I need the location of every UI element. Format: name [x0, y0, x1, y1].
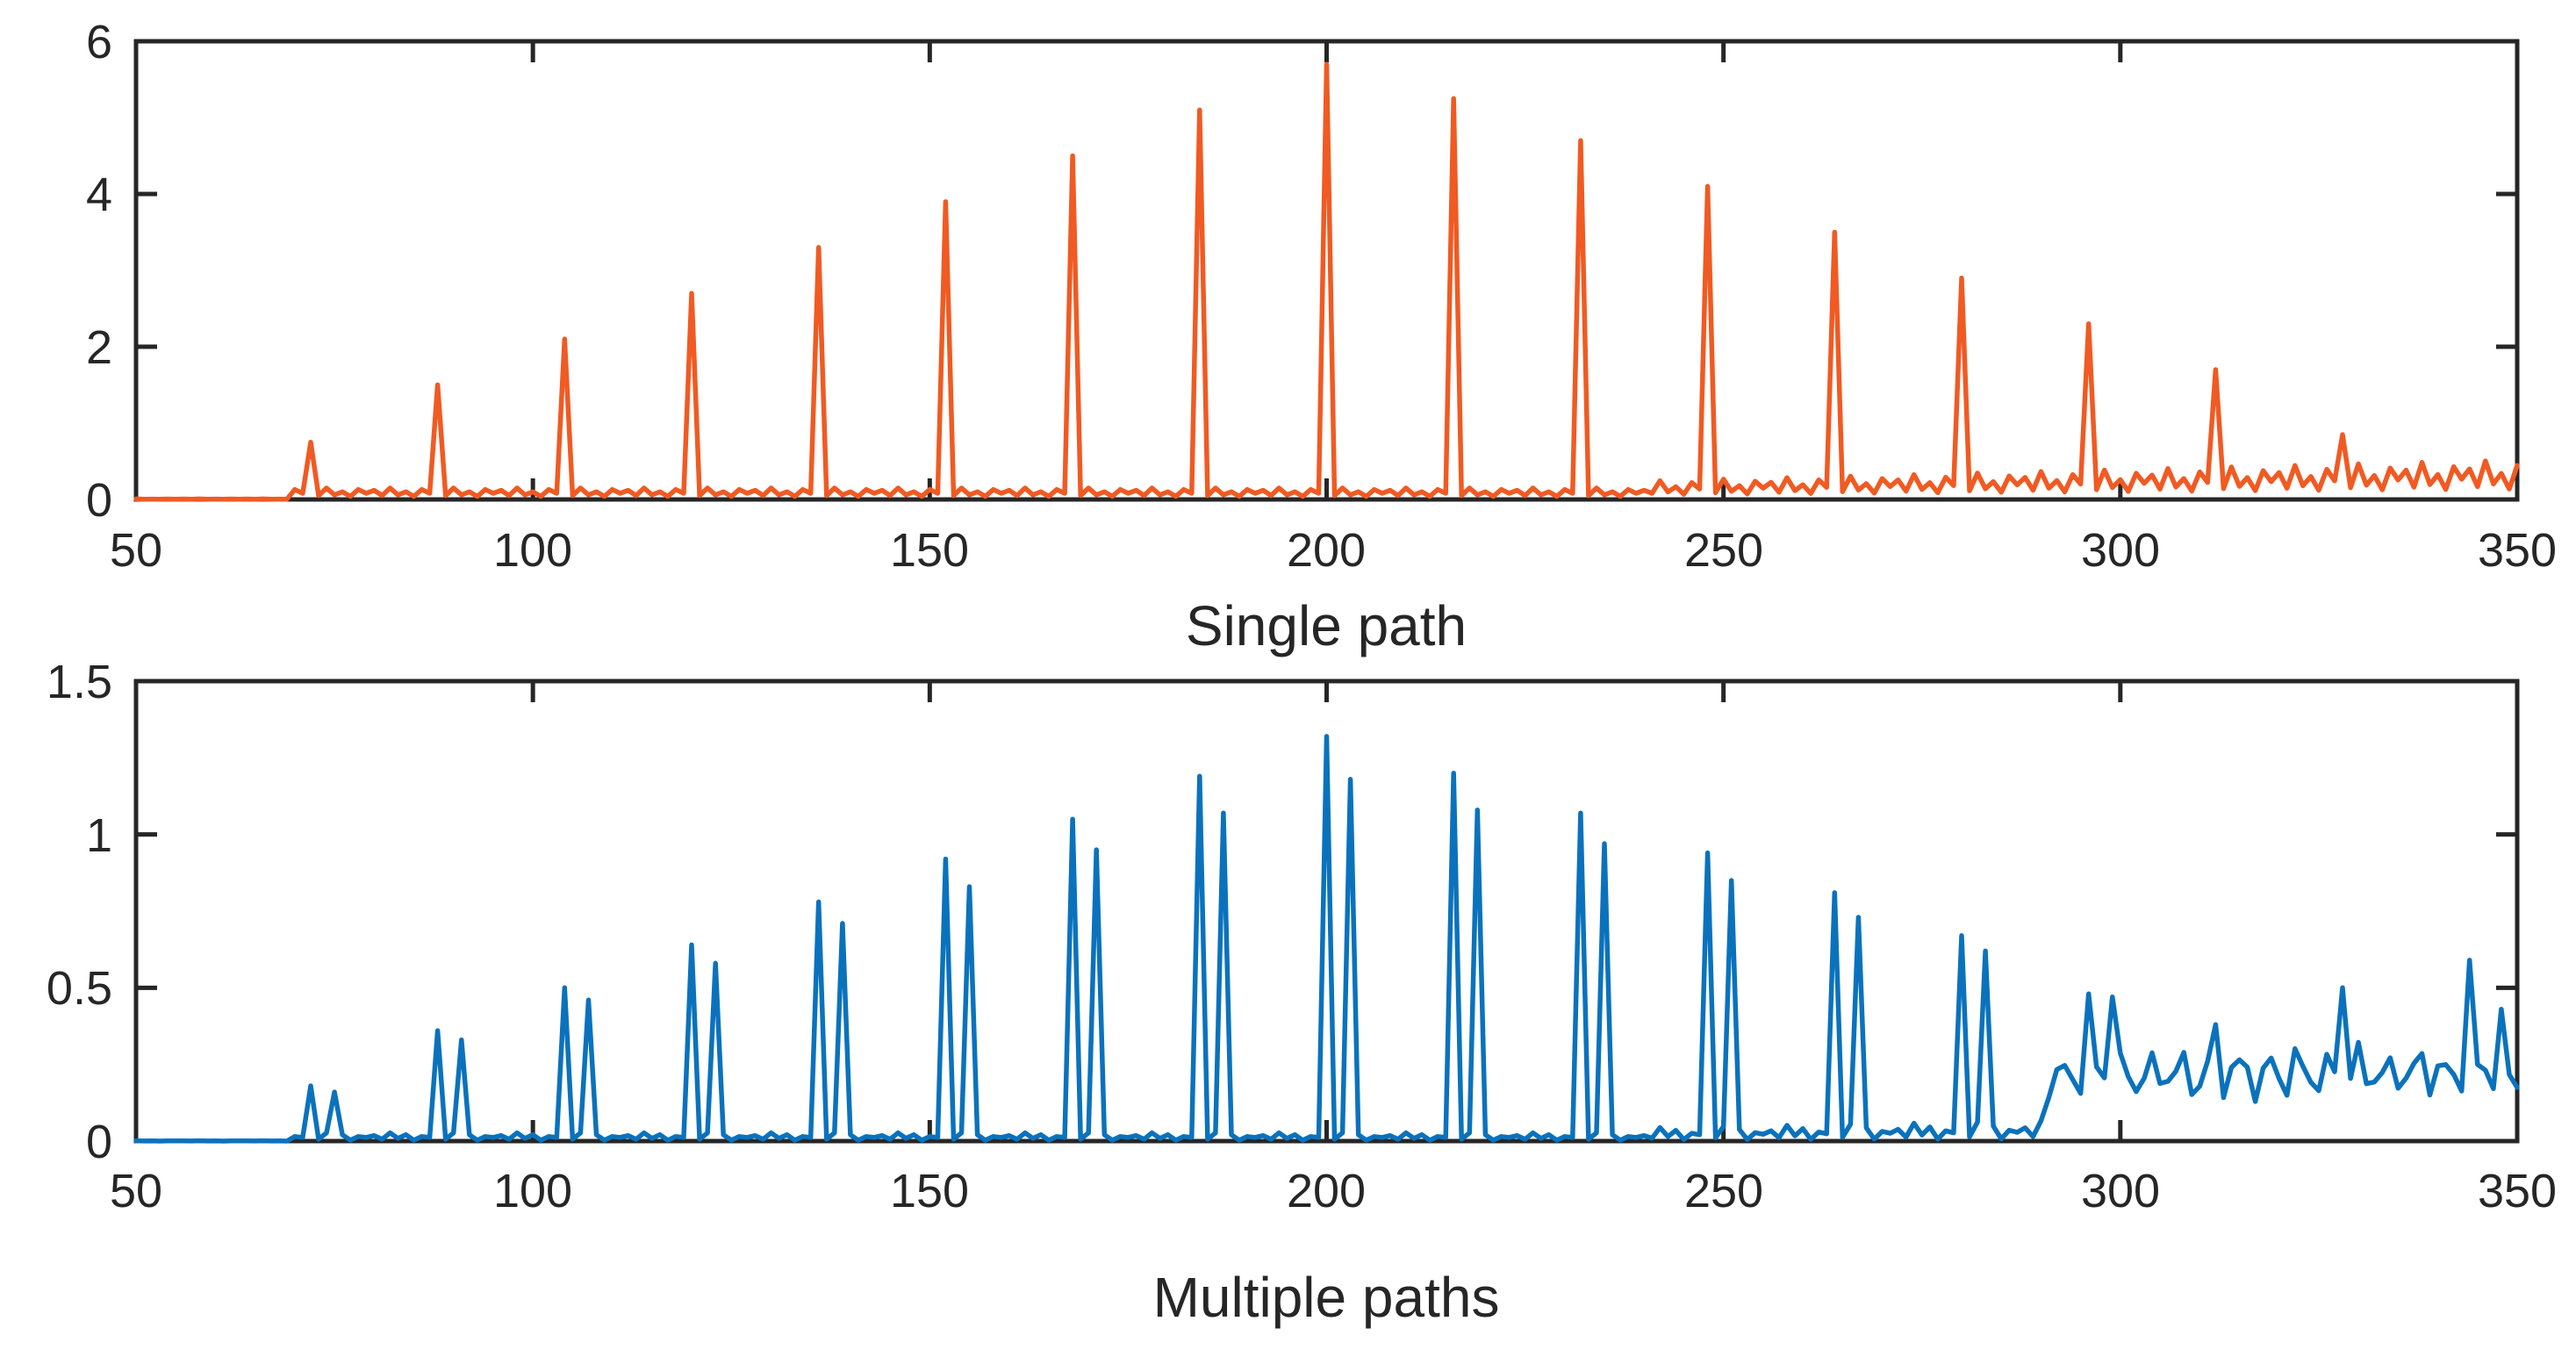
top-ytick-label-2: 2: [86, 321, 112, 374]
top-x-axis-title: Single path: [1186, 594, 1467, 657]
top-panel: 50 100 150 200 250 300 350 0 2 4 6 Singl…: [86, 16, 2557, 657]
bottom-panel: 50 100 150 200 250 300 350 0 0.5 1 1.5 M…: [47, 656, 2557, 1329]
bottom-xtick-label-250: 250: [1684, 1165, 1763, 1217]
bottom-x-axis-title: Multiple paths: [1153, 1266, 1500, 1329]
top-xtick-label-100: 100: [493, 524, 572, 577]
bottom-xtick-label-350: 350: [2478, 1165, 2557, 1217]
bottom-xtick-label-200: 200: [1287, 1165, 1366, 1217]
top-xtick-label-350: 350: [2478, 524, 2557, 577]
series-line-multiple-paths: [133, 734, 2520, 1144]
top-ytick-label-6: 6: [86, 16, 112, 68]
top-xtick-label-50: 50: [110, 524, 162, 577]
top-xtick-label-200: 200: [1287, 524, 1366, 577]
bottom-ytick-label-0-5: 0.5: [47, 962, 112, 1015]
bottom-xtick-label-150: 150: [890, 1165, 969, 1217]
bottom-xtick-label-50: 50: [110, 1165, 162, 1217]
top-ytick-label-0: 0: [86, 474, 112, 527]
top-xtick-label-250: 250: [1684, 524, 1763, 577]
bottom-ytick-label-1-5: 1.5: [47, 656, 112, 708]
top-xtick-label-300: 300: [2081, 524, 2160, 577]
bottom-xtick-label-300: 300: [2081, 1165, 2160, 1217]
top-ytick-label-4: 4: [86, 169, 112, 221]
bottom-xtick-label-100: 100: [493, 1165, 572, 1217]
series-line-single-path: [133, 61, 2520, 502]
bottom-ytick-label-0: 0: [86, 1116, 112, 1168]
top-xtick-label-150: 150: [890, 524, 969, 577]
bottom-ytick-label-1: 1: [86, 809, 112, 862]
